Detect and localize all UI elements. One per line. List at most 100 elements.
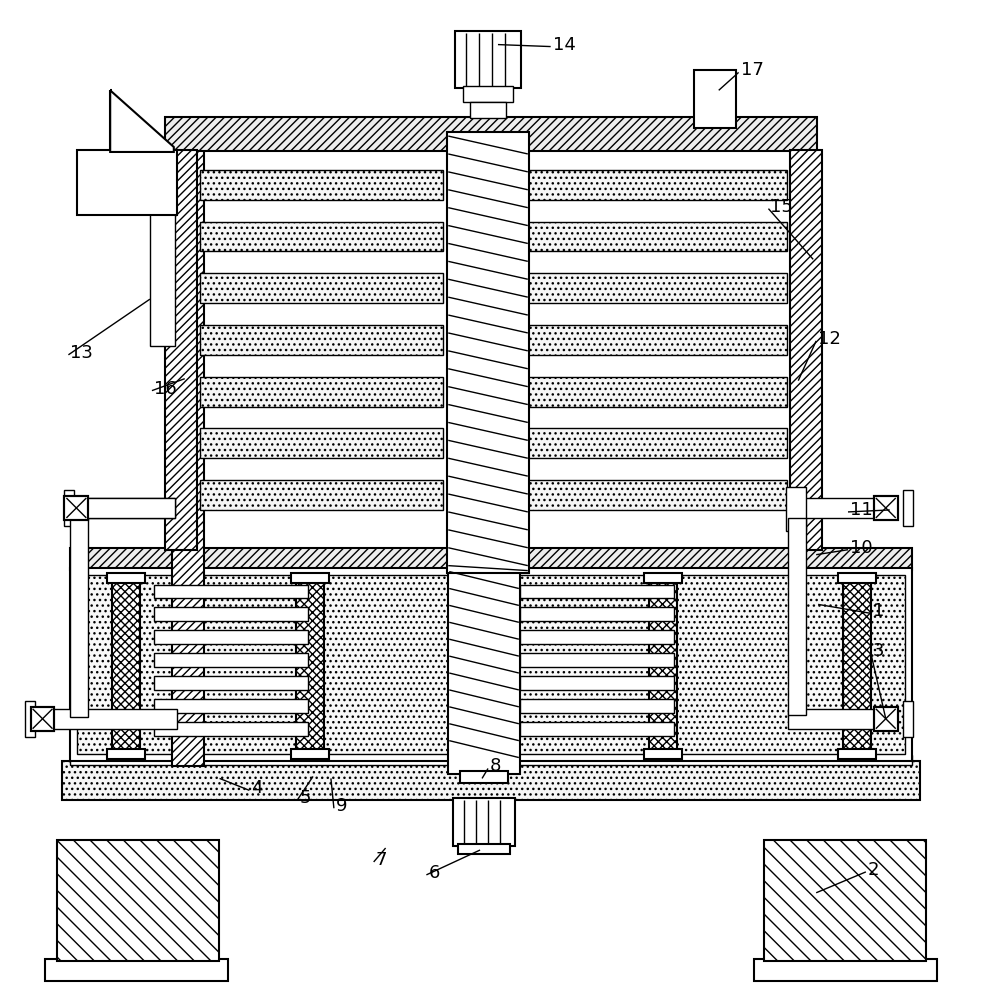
Bar — [154, 585, 308, 598]
Bar — [77, 575, 905, 754]
Bar — [527, 428, 788, 458]
Bar — [787, 487, 807, 531]
Bar — [291, 573, 329, 583]
Bar — [199, 428, 444, 458]
Bar — [165, 117, 817, 151]
Bar — [520, 585, 674, 598]
Bar — [154, 653, 308, 667]
Bar — [154, 722, 308, 736]
Bar — [463, 86, 513, 102]
Bar — [291, 749, 329, 759]
Text: 8: 8 — [490, 757, 502, 775]
Text: 16: 16 — [154, 380, 176, 398]
Text: 14: 14 — [553, 36, 576, 54]
Bar — [70, 518, 89, 717]
Bar — [154, 699, 308, 713]
Bar — [753, 959, 938, 981]
Bar — [296, 580, 324, 751]
Text: 9: 9 — [336, 797, 347, 815]
Bar — [448, 132, 528, 573]
Bar — [165, 150, 196, 550]
Bar — [874, 496, 897, 520]
Bar — [843, 580, 871, 751]
Bar — [64, 490, 74, 526]
Bar — [520, 607, 674, 621]
Text: 1: 1 — [873, 602, 884, 620]
Bar — [874, 496, 897, 520]
Bar — [31, 707, 54, 731]
Text: 11: 11 — [850, 501, 873, 519]
Bar — [527, 222, 788, 251]
Bar — [449, 568, 520, 774]
Bar — [112, 580, 140, 751]
Bar — [199, 480, 444, 510]
Bar — [520, 676, 674, 690]
Bar — [64, 496, 89, 520]
Polygon shape — [110, 90, 174, 152]
Bar — [154, 607, 308, 621]
Bar — [789, 709, 893, 729]
Bar — [88, 498, 175, 518]
Text: 3: 3 — [873, 642, 884, 660]
Bar — [31, 707, 54, 731]
Bar — [70, 568, 912, 761]
Bar — [902, 490, 913, 526]
Bar — [172, 122, 204, 766]
Bar — [527, 170, 788, 200]
Bar — [42, 709, 176, 729]
Bar — [838, 573, 876, 583]
Bar — [107, 573, 145, 583]
Bar — [460, 771, 508, 783]
Bar — [199, 273, 444, 303]
Bar — [789, 498, 893, 518]
Bar — [62, 761, 920, 800]
Bar — [520, 722, 674, 736]
Bar — [154, 676, 308, 690]
Text: 7: 7 — [376, 851, 387, 869]
Bar — [649, 580, 677, 751]
Bar — [764, 840, 926, 961]
Bar — [644, 573, 682, 583]
Bar — [199, 170, 444, 200]
Bar — [77, 150, 176, 215]
Bar — [199, 222, 444, 251]
Text: 17: 17 — [740, 61, 763, 79]
Text: 5: 5 — [299, 789, 311, 807]
Text: 12: 12 — [818, 330, 841, 348]
Bar — [70, 755, 912, 765]
Text: 2: 2 — [868, 861, 880, 879]
Bar — [644, 749, 682, 759]
Bar — [838, 749, 876, 759]
Bar — [874, 707, 897, 731]
Text: 4: 4 — [251, 779, 263, 797]
Bar — [520, 630, 674, 644]
Bar — [527, 325, 788, 355]
Bar — [874, 707, 897, 731]
Bar — [70, 498, 175, 518]
Bar — [199, 325, 444, 355]
Bar — [527, 480, 788, 510]
Bar — [458, 844, 510, 854]
Text: 6: 6 — [428, 864, 440, 882]
Bar — [70, 548, 912, 570]
Bar — [64, 496, 89, 520]
Bar — [520, 699, 674, 713]
Bar — [520, 653, 674, 667]
Text: 15: 15 — [770, 198, 794, 216]
Bar — [107, 749, 145, 759]
Text: 10: 10 — [850, 539, 873, 557]
Bar — [150, 212, 175, 346]
Bar — [25, 701, 35, 737]
Bar — [791, 150, 822, 550]
Bar — [527, 273, 788, 303]
Bar — [154, 630, 308, 644]
Bar — [456, 31, 521, 88]
Bar — [527, 377, 788, 407]
Bar — [902, 701, 913, 737]
Bar — [454, 798, 515, 846]
Bar — [470, 102, 506, 118]
Bar — [44, 959, 229, 981]
Bar — [199, 377, 444, 407]
Bar — [694, 70, 736, 128]
Text: 13: 13 — [70, 344, 94, 362]
